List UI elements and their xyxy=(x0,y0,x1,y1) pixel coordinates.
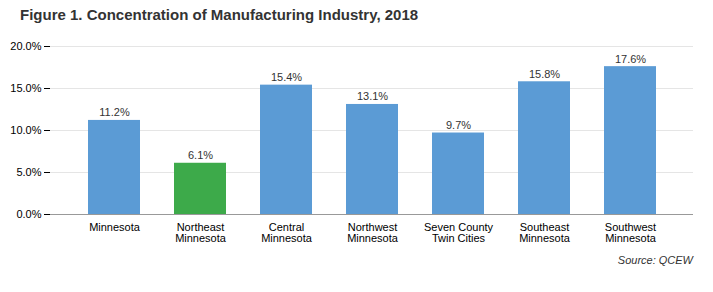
svg-text:17.6%: 17.6% xyxy=(615,53,646,65)
svg-text:NortheastMinnesota: NortheastMinnesota xyxy=(175,221,227,244)
svg-text:10.0%: 10.0% xyxy=(10,124,41,136)
html-text:Figure 1. Concentration of Man: Figure 1. Concentration of Manufacturing… xyxy=(20,6,419,23)
svg-text:13.1%: 13.1% xyxy=(357,90,388,102)
svg-text:SoutheastMinnesota: SoutheastMinnesota xyxy=(519,221,571,244)
svg-text:0.0%: 0.0% xyxy=(16,208,41,220)
svg-text:20.0%: 20.0% xyxy=(10,40,41,52)
svg-text:6.1%: 6.1% xyxy=(188,149,213,161)
svg-text:15.0%: 15.0% xyxy=(10,82,41,94)
svg-text:SouthwestMinnesota: SouthwestMinnesota xyxy=(605,221,657,244)
svg-text:Minnesota: Minnesota xyxy=(89,221,141,233)
svg-text:NorthwestMinnesota: NorthwestMinnesota xyxy=(347,221,399,244)
svg-text:9.7%: 9.7% xyxy=(446,119,471,131)
svg-text:Seven CountyTwin Cities: Seven CountyTwin Cities xyxy=(424,221,494,244)
svg-text:15.8%: 15.8% xyxy=(529,68,560,80)
svg-text:5.0%: 5.0% xyxy=(16,166,41,178)
html-text:Source: QCEW: Source: QCEW xyxy=(617,254,693,266)
svg-text:CentralMinnesota: CentralMinnesota xyxy=(261,221,313,244)
svg-text:15.4%: 15.4% xyxy=(271,71,302,83)
svg-text:11.2%: 11.2% xyxy=(99,106,130,118)
